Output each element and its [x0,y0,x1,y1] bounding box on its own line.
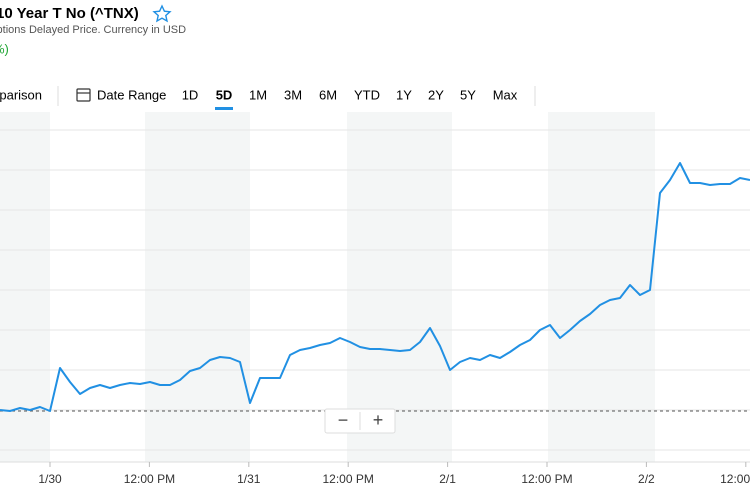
x-tick-label: 12:00 PM [323,472,374,486]
range-button[interactable]: 1D [182,87,199,102]
quote-subtitle: Options Delayed Price. Currency in USD [0,24,186,36]
quote-title: 10 Year T No (^TNX) [0,5,139,22]
price-line [0,162,750,412]
zoom-in-button[interactable]: + [373,410,384,430]
comparison-button[interactable]: Comparison [0,87,42,102]
range-button[interactable]: 5D [216,87,233,102]
range-button[interactable]: Max [493,87,518,102]
active-range-underline [215,107,233,110]
range-button[interactable]: 5Y [460,87,476,102]
x-tick-label: 1/30 [38,472,62,486]
range-button[interactable]: 6M [319,87,337,102]
quote-change: %) [0,41,9,56]
range-button[interactable]: 1Y [396,87,412,102]
x-tick-label: 2/2 [638,472,655,486]
calendar-icon [76,88,91,102]
range-button[interactable]: 2Y [428,87,444,102]
range-button[interactable]: 3M [284,87,302,102]
watchlist-star[interactable] [152,4,172,23]
zoom-out-button[interactable]: − [338,410,349,430]
date-range-button[interactable]: Date Range [97,87,166,102]
x-tick-label: 12:00 PM [720,472,750,486]
x-tick-label: 1/31 [237,472,261,486]
x-tick-label: 12:00 PM [521,472,572,486]
range-button[interactable]: 1M [249,87,267,102]
range-button[interactable]: YTD [354,87,380,102]
x-tick-label: 12:00 PM [124,472,175,486]
x-tick-label: 2/1 [439,472,456,486]
